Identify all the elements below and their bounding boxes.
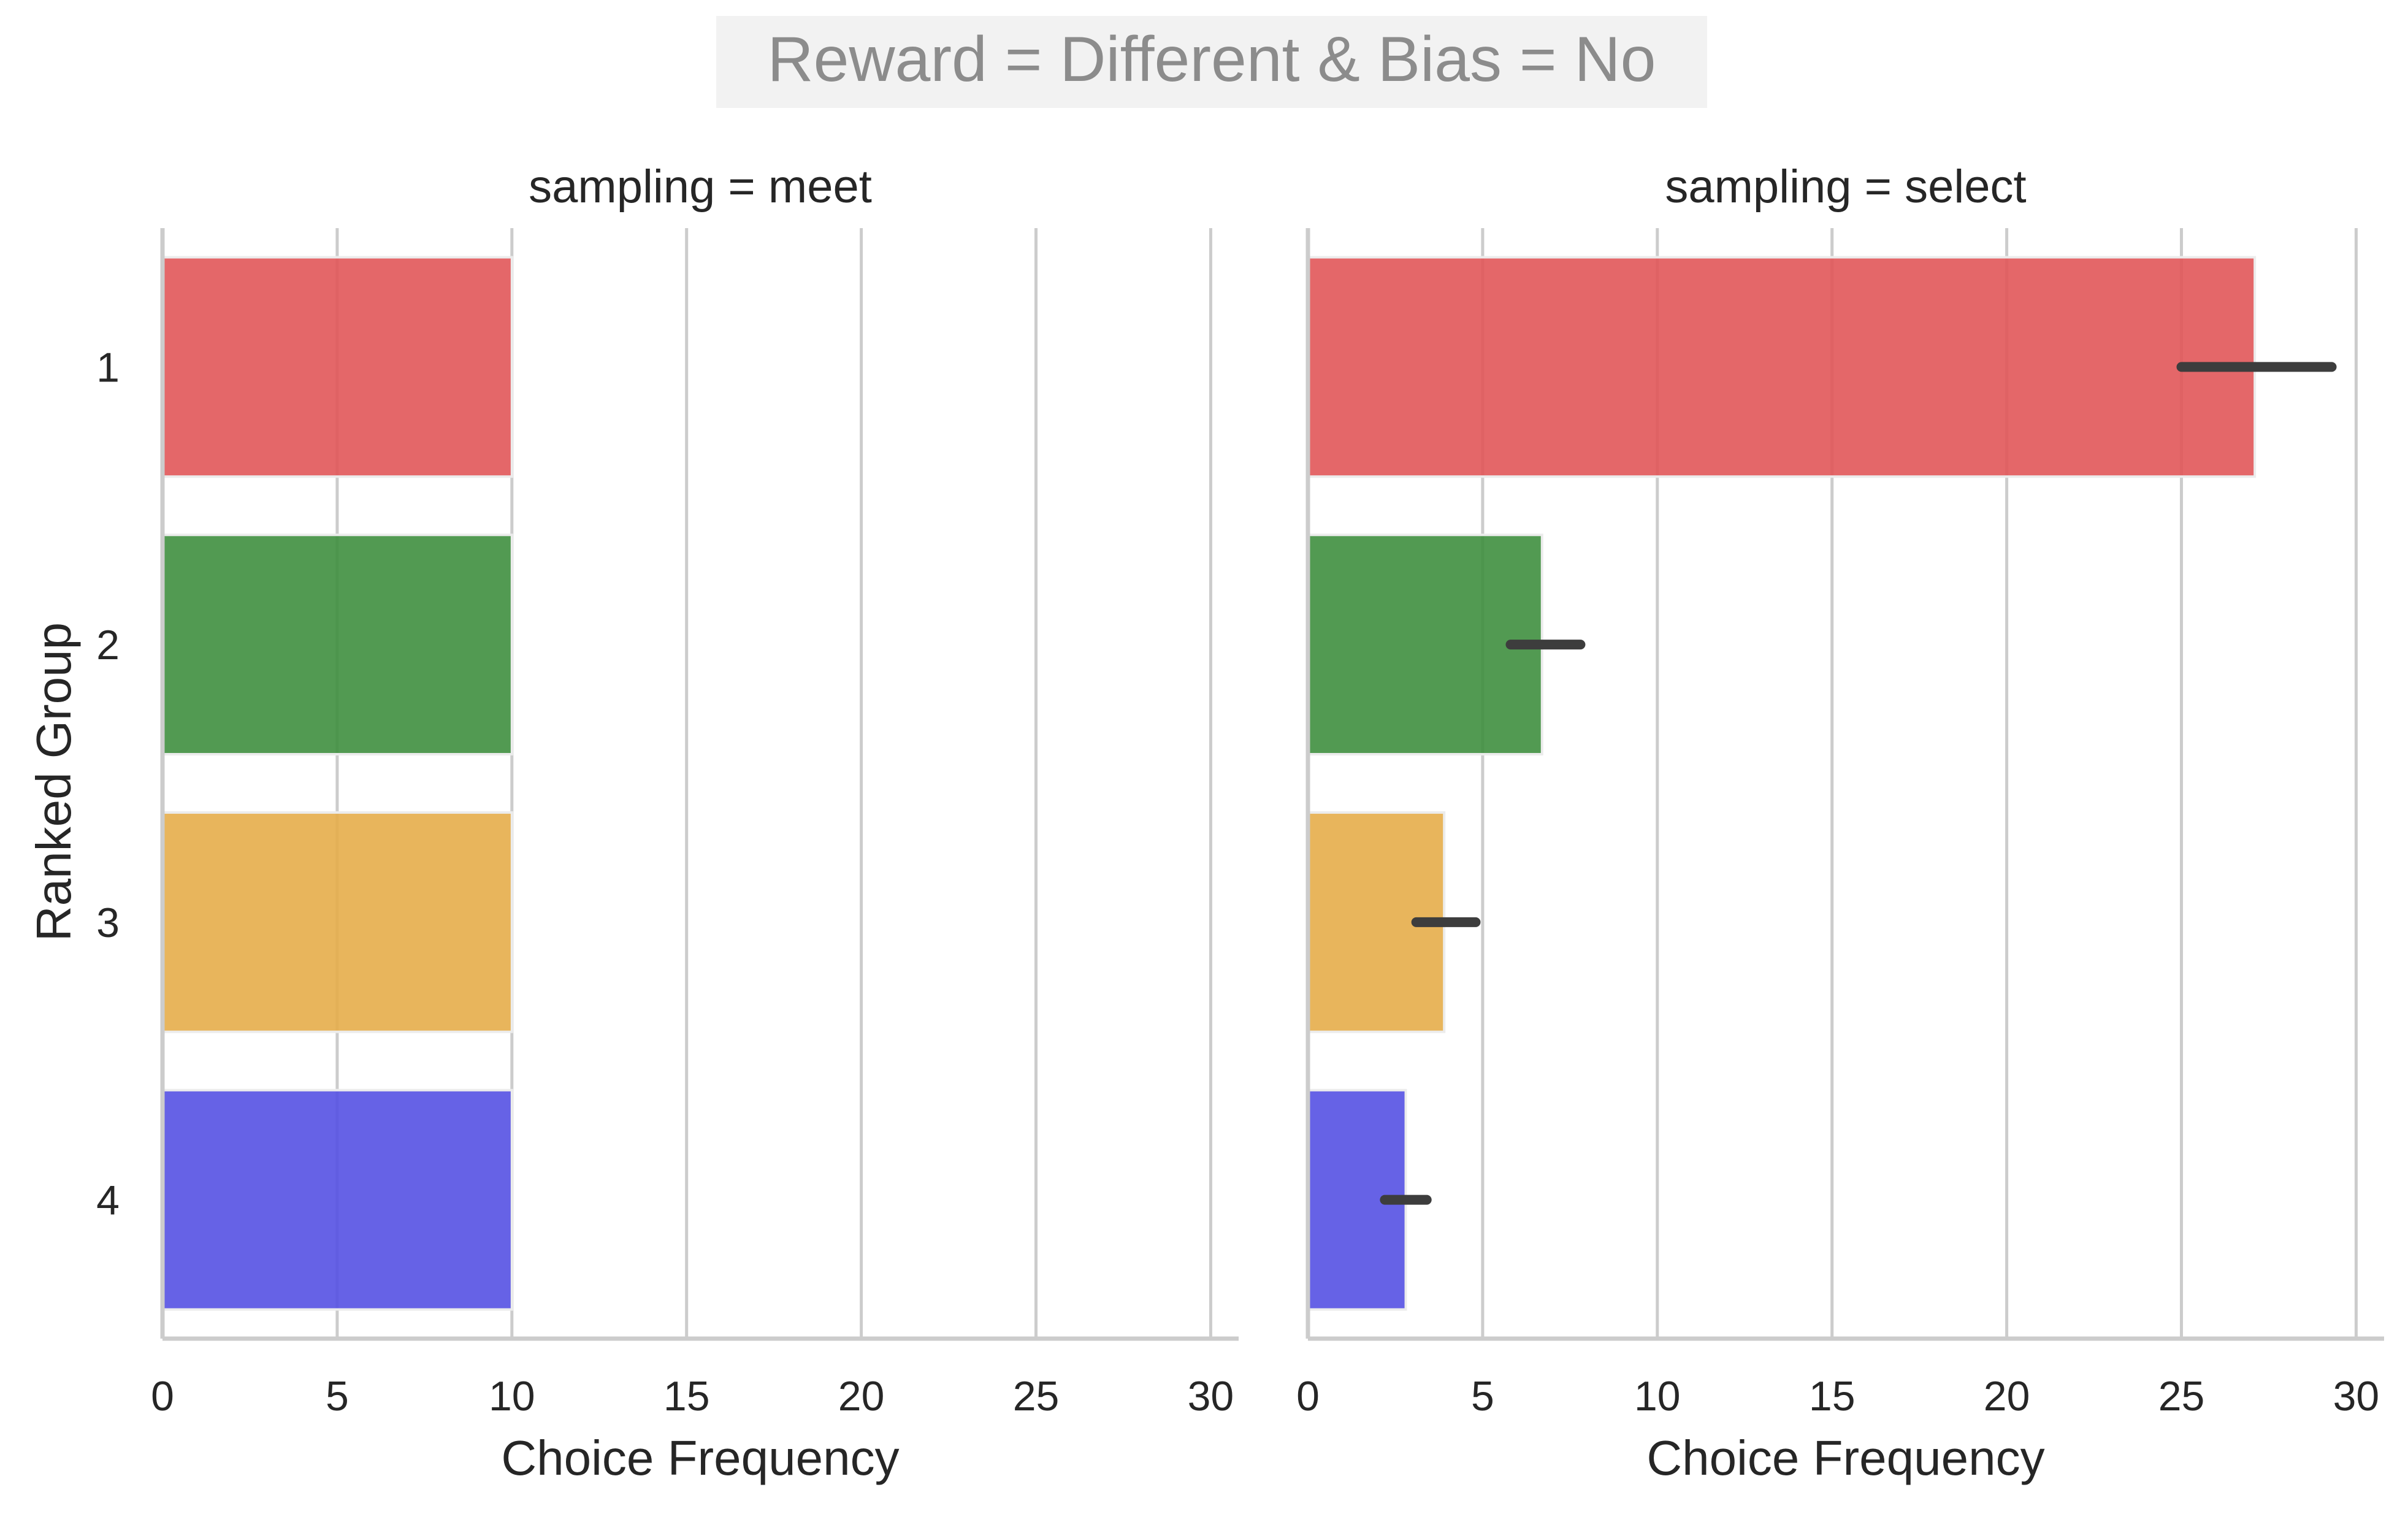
x-tick-label: 30 — [1188, 1373, 1234, 1420]
bar-group-2 — [161, 533, 513, 755]
x-tick-label: 0 — [151, 1373, 174, 1420]
panel-sampling-select: sampling = select 0 5 10 15 20 25 30 Choice Fr… — [1296, 161, 2384, 1485]
x-tick-label: 5 — [1471, 1373, 1494, 1420]
x-tick-label: 0 — [1296, 1373, 1320, 1420]
panel-sampling-meet: sampling = meet 0 5 10 15 20 25 30 1 2 3 4 Choice… — [26, 161, 1239, 1485]
y-tick-label: 2 — [96, 622, 120, 668]
x-axis-label-select: Choice Frequency — [1646, 1431, 2044, 1485]
x-tick-label: 25 — [1013, 1373, 1060, 1420]
x-tick-label: 15 — [663, 1373, 710, 1420]
x-tick-label: 20 — [1984, 1373, 2030, 1420]
y-tick-label: 3 — [96, 900, 120, 946]
bar-group-1 — [1307, 256, 2257, 478]
x-tick-label: 5 — [326, 1373, 349, 1420]
bar-group-4 — [161, 1088, 513, 1311]
x-tick-label: 10 — [489, 1373, 535, 1420]
panel-title-select: sampling = select — [1665, 161, 2026, 213]
bar-group-1 — [161, 256, 513, 478]
y-tick-label: 4 — [96, 1177, 120, 1224]
y-tick-label: 1 — [96, 344, 120, 391]
bar-group-3 — [161, 811, 513, 1033]
x-tick-label: 15 — [1809, 1373, 1856, 1420]
x-tick-label: 10 — [1634, 1373, 1681, 1420]
y-axis-label: Ranked Group — [26, 622, 81, 941]
panel-title-meet: sampling = meet — [529, 161, 872, 213]
chart-title: Reward = Different & Bias = No — [768, 24, 1656, 95]
x-tick-label: 20 — [838, 1373, 885, 1420]
error-bars-select — [1380, 362, 2337, 1205]
x-tick-label: 30 — [2333, 1373, 2380, 1420]
bars-meet — [161, 256, 513, 1311]
x-ticks-select: 0 5 10 15 20 25 30 — [1296, 1373, 2379, 1420]
x-tick-label: 25 — [2158, 1373, 2205, 1420]
y-ticks: 1 2 3 4 — [96, 344, 120, 1223]
bars-select — [1307, 256, 2257, 1311]
x-ticks-meet: 0 5 10 15 20 25 30 — [151, 1373, 1234, 1420]
title-background — [716, 16, 1707, 108]
x-axis-label-meet: Choice Frequency — [501, 1431, 899, 1485]
